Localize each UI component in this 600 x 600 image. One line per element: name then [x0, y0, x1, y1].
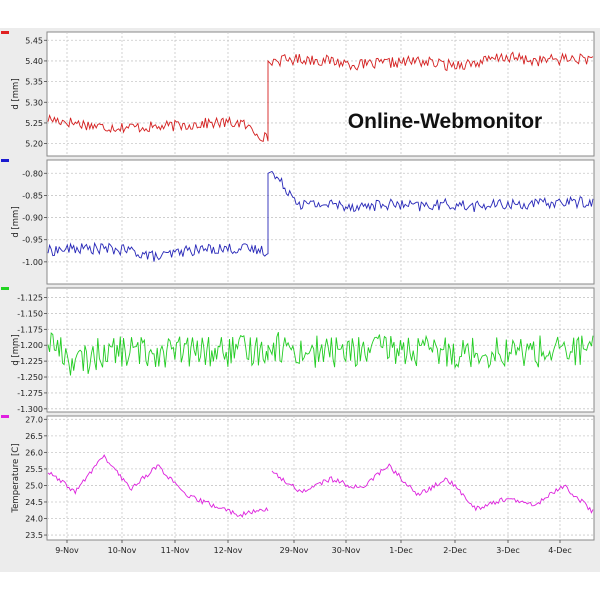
plot-area [46, 415, 595, 541]
y-tick-label: -0.80 [22, 169, 43, 178]
chart-panel-4: 27.0 26.5 26.0 25.5 25.0 24.5 24.0 23.5 Temperat… [1, 415, 595, 541]
watermark-title: Online-Webmonitor [348, 110, 542, 133]
chart-panel-3: -1.125 -1.150 -1.175 -1.200 -1.225 -1.250 -1.2… [1, 287, 595, 414]
plot-area [46, 159, 595, 285]
chart-panel-1: 5.45 5.40 5.35 5.30 5.25 5.20 d [mm] [1, 31, 595, 157]
y-tick-label: -1.00 [22, 258, 43, 267]
x-tick-label: 11-Nov [161, 546, 190, 555]
x-tick-label: 1-Dec [389, 546, 412, 555]
y-tick-label: -1.125 [17, 294, 43, 303]
y-tick-label: -0.95 [22, 236, 43, 245]
x-tick-label: 30-Nov [332, 546, 361, 555]
y-tick-label: 26.5 [25, 432, 43, 441]
x-tick-label: 9-Nov [55, 546, 79, 555]
y-axis-label: d [mm] [11, 206, 21, 237]
legend-marker [1, 31, 9, 34]
x-tick-label: 4-Dec [548, 546, 571, 555]
y-tick-label: 5.40 [25, 57, 43, 66]
series-line [47, 332, 594, 376]
y-tick-label: -1.200 [17, 341, 43, 350]
x-tick-label: 12-Nov [214, 546, 243, 555]
y-axis-label: d [mm] [11, 78, 21, 109]
monitor-chart: 5.45 5.40 5.35 5.30 5.25 5.20 d [mm] -0.80 -0.85… [1, 31, 595, 555]
y-axis-label: Temperature [C] [11, 443, 21, 513]
y-axis-label: d [mm] [11, 334, 21, 365]
series-line [47, 170, 594, 262]
y-tick-label: -1.300 [17, 405, 43, 414]
y-tick-label: -1.175 [17, 325, 43, 334]
y-tick-label: 5.20 [25, 140, 43, 149]
y-tick-label: -1.275 [17, 389, 43, 398]
x-tick-label: 2-Dec [443, 546, 466, 555]
x-tick-label: 3-Dec [496, 546, 519, 555]
plot-area [46, 31, 595, 157]
chart-panel-2: -0.80 -0.85 -0.90 -0.95 -1.00 d [mm] [1, 159, 595, 285]
legend-marker [1, 287, 9, 290]
y-tick-label: 24.5 [25, 498, 43, 507]
x-tick-label: 10-Nov [108, 546, 137, 555]
y-tick-label: -1.150 [17, 309, 43, 318]
y-tick-label: 5.25 [25, 119, 43, 128]
legend-marker [1, 415, 9, 418]
x-tick-label: 29-Nov [280, 546, 309, 555]
y-tick-label: 25.5 [25, 465, 43, 474]
y-tick-label: -1.225 [17, 357, 43, 366]
y-tick-label: 24.0 [25, 515, 43, 524]
y-tick-label: -0.85 [22, 191, 43, 200]
y-tick-label: 5.45 [25, 36, 43, 45]
series-line [47, 51, 594, 143]
y-tick-label: 5.30 [25, 98, 43, 107]
chart-frame: 5.45 5.40 5.35 5.30 5.25 5.20 d [mm] -0.80 -0.85… [0, 28, 600, 572]
y-tick-label: 26.0 [25, 448, 43, 457]
y-tick-label: 5.35 [25, 78, 43, 87]
y-tick-label: 23.5 [25, 531, 43, 540]
y-tick-label: 27.0 [25, 415, 43, 424]
y-tick-label: -1.250 [17, 373, 43, 382]
legend-marker [1, 159, 9, 162]
series-line [47, 454, 594, 518]
y-tick-label: 25.0 [25, 481, 43, 490]
y-tick-label: -0.90 [22, 214, 43, 223]
